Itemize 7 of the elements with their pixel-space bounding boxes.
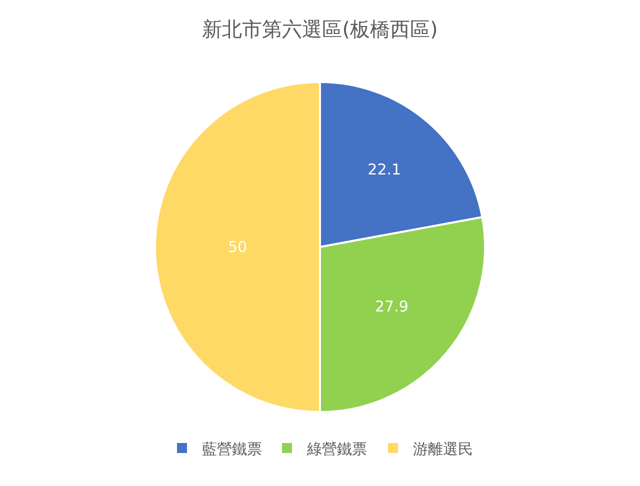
data-label: 22.1: [368, 160, 402, 179]
legend-label: 游離選民: [413, 440, 473, 458]
legend-label: 藍營鐵票: [202, 440, 262, 458]
chart-title: 新北市第六選區(板橋西區): [202, 16, 438, 41]
legend-label: 綠營鐵票: [306, 440, 367, 458]
data-label: 50: [228, 238, 248, 256]
data-label: 27.9: [375, 298, 408, 316]
